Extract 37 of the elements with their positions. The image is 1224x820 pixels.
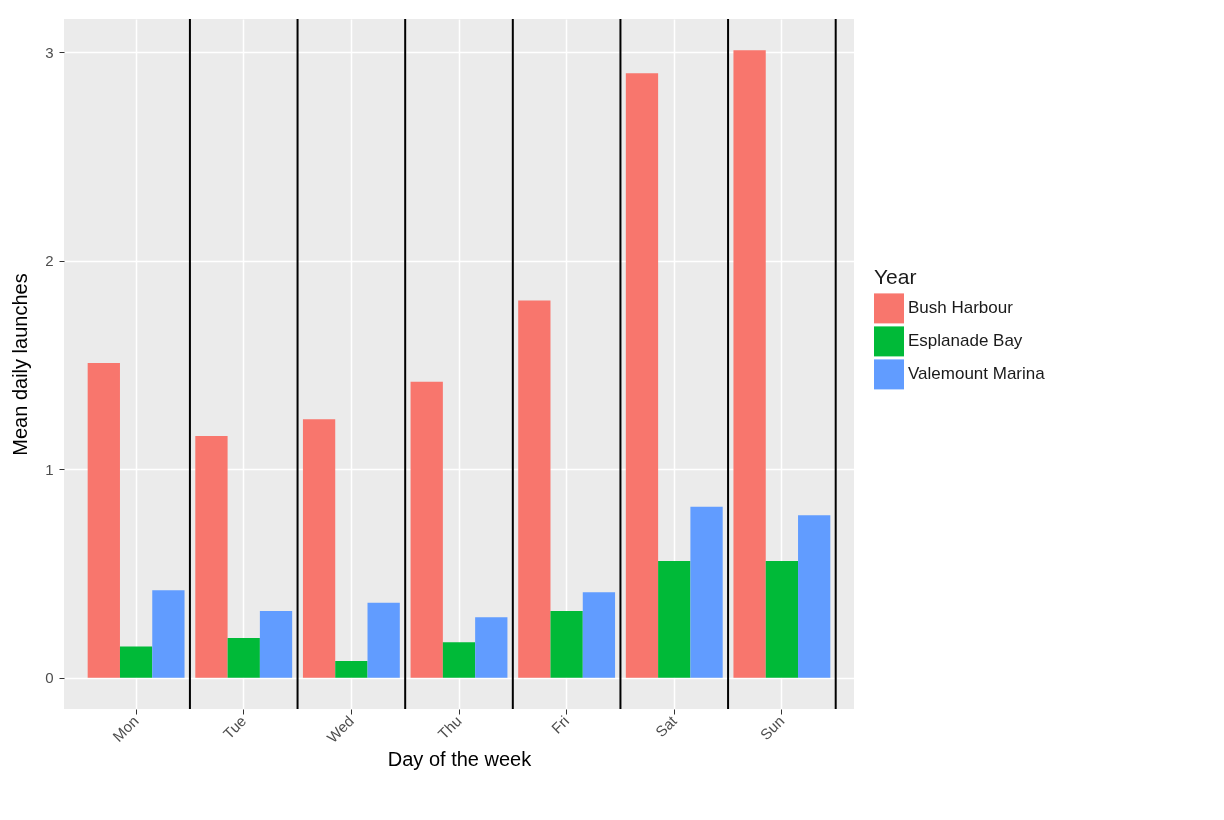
bar xyxy=(582,592,616,678)
legend-label: Bush Harbour xyxy=(908,298,1014,318)
bar xyxy=(690,506,723,678)
legend-label: Valemount Marina xyxy=(908,364,1046,384)
legend-title: Year xyxy=(874,265,917,289)
y-tick-label: 2 xyxy=(45,252,54,270)
bar xyxy=(227,638,260,678)
bar xyxy=(152,590,185,678)
bar xyxy=(442,642,476,678)
x-tick-label: Sun xyxy=(756,712,788,744)
bar xyxy=(87,362,120,678)
x-tick-label: Thu xyxy=(434,712,465,743)
bar xyxy=(765,560,799,678)
bar xyxy=(335,661,368,678)
x-axis-title: Day of the week xyxy=(387,747,533,770)
legend-label: Esplanade Bay xyxy=(908,331,1023,351)
bar xyxy=(475,617,508,678)
bar xyxy=(550,611,583,678)
x-tick-label: Fri xyxy=(547,712,573,737)
x-tick-label: Tue xyxy=(219,712,250,743)
bar xyxy=(798,515,831,678)
bar xyxy=(302,419,336,678)
bar xyxy=(625,73,659,678)
bar xyxy=(658,560,691,678)
x-tick-label: Sat xyxy=(651,711,681,741)
bar xyxy=(195,435,228,678)
bar xyxy=(367,602,400,678)
bar xyxy=(119,646,153,678)
y-tick-label: 1 xyxy=(45,460,54,478)
y-tick-label: 3 xyxy=(45,43,54,61)
bar xyxy=(518,300,551,678)
x-tick-label: Mon xyxy=(109,712,142,745)
bar xyxy=(733,50,766,678)
y-tick-label: 0 xyxy=(45,669,54,687)
y-axis-title: Mean daily launches xyxy=(9,273,32,456)
bar xyxy=(410,381,443,678)
bar xyxy=(259,611,293,678)
